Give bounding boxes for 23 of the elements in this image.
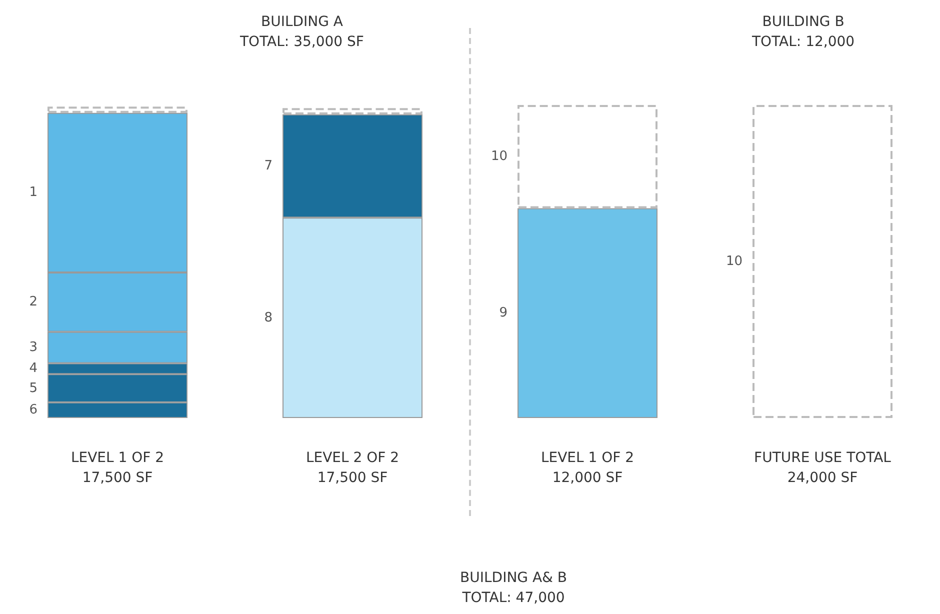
bar	[48, 106, 188, 113]
text: BUILDING A& B TOTAL: 47,000	[460, 570, 568, 606]
text: BUILDING A TOTAL: 35,000 SF	[238, 14, 364, 50]
series-label: 5	[29, 380, 38, 396]
x-tick-label: LEVEL 1 OF 2 12,000 SF	[540, 450, 634, 486]
series-label: 6	[29, 402, 38, 418]
series-label: 3	[29, 340, 38, 356]
series-label: 7	[264, 158, 272, 174]
series-label: 9	[499, 306, 508, 321]
series-label: 1	[29, 185, 38, 200]
x-tick-label: LEVEL 1 OF 2 17,500 SF	[70, 450, 164, 486]
series-label: 10	[490, 149, 508, 164]
text: BUILDING B TOTAL: 12,000	[750, 14, 855, 50]
bar	[752, 105, 892, 418]
series-label: 2	[29, 294, 38, 310]
bar	[518, 208, 658, 418]
text: 10	[726, 254, 742, 269]
series-label: 4	[29, 361, 38, 376]
bar	[282, 108, 422, 114]
series-label: 8	[264, 310, 272, 326]
x-tick-label: LEVEL 2 OF 2 17,500 SF	[306, 450, 400, 486]
x-tick-label: FUTURE USE TOTAL 24,000 SF	[754, 450, 892, 486]
bar	[518, 105, 658, 208]
